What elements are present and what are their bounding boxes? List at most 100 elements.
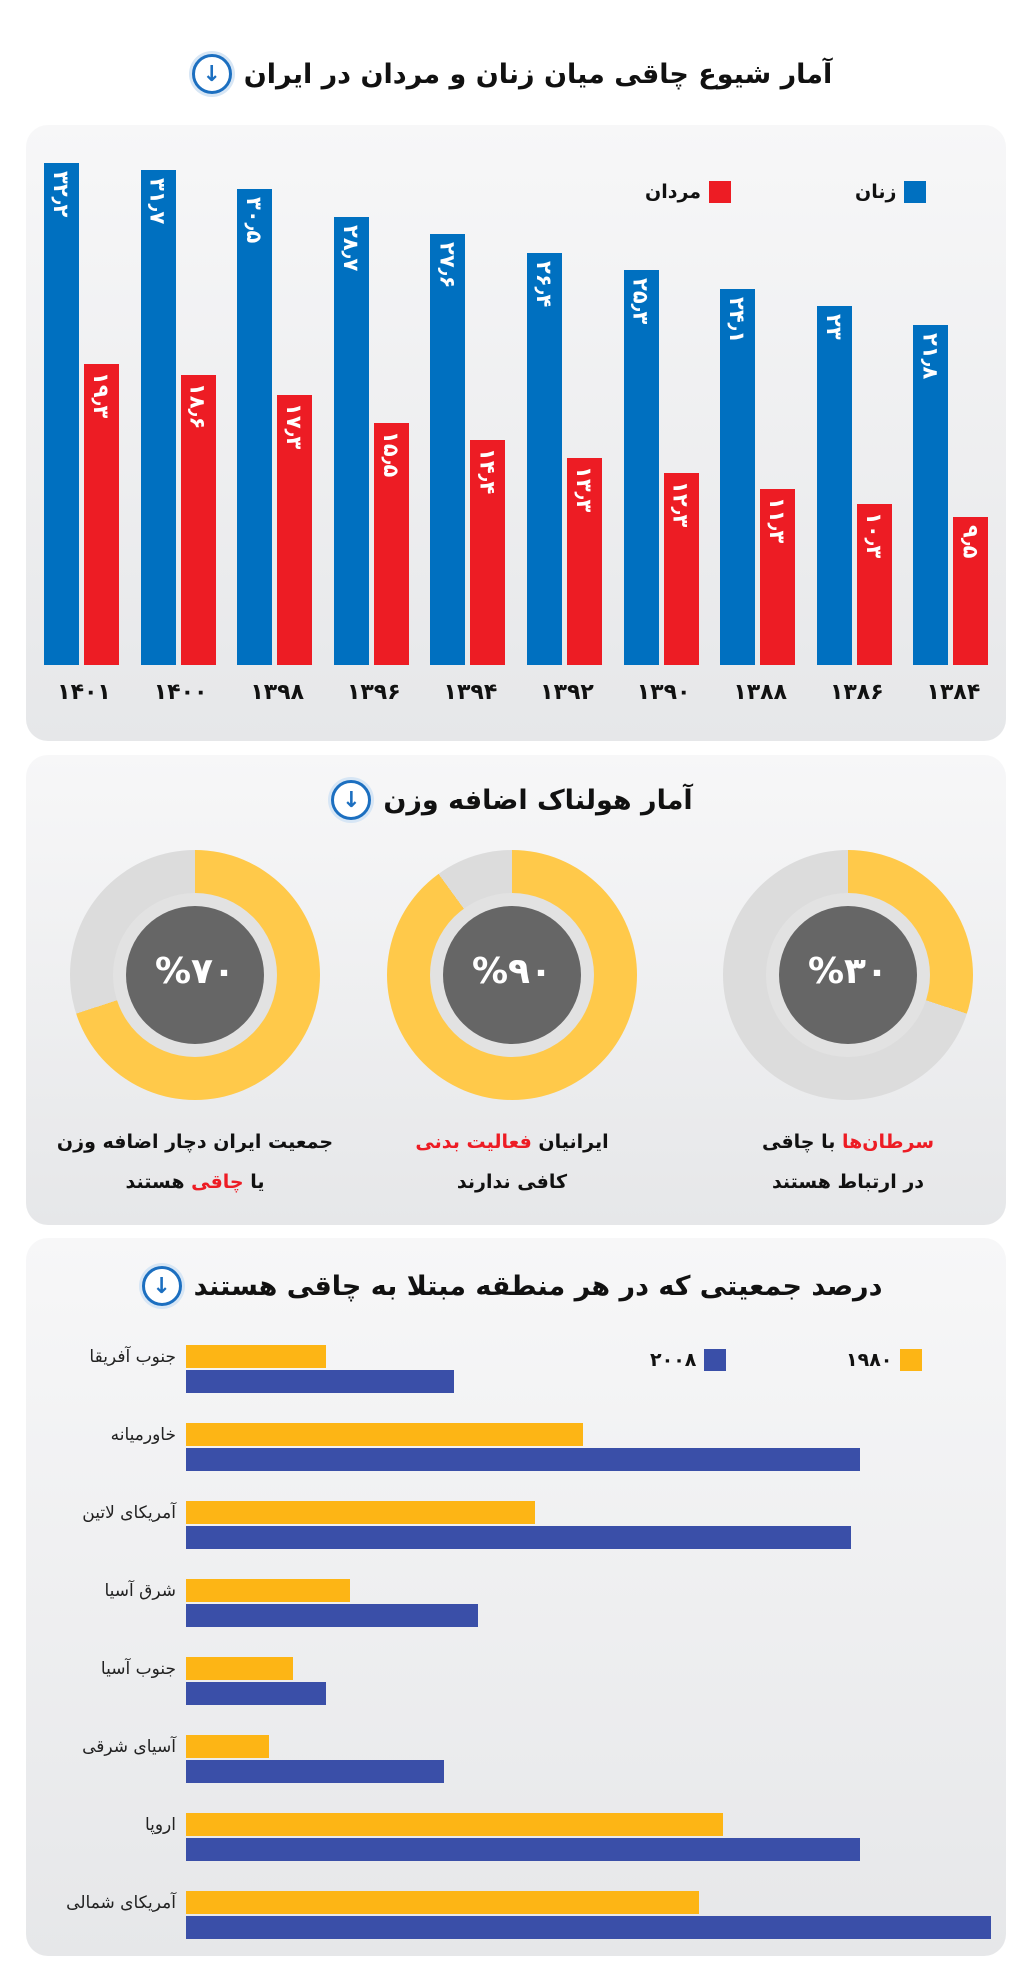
donut-value: %۳۰ bbox=[807, 951, 888, 992]
region-label: آمریکای شمالی bbox=[66, 1893, 176, 1913]
caption-line: ایرانیان فعالیت بدنی bbox=[362, 1122, 662, 1162]
region-label: جنوب آسیا bbox=[100, 1659, 176, 1679]
bar-men bbox=[180, 374, 216, 665]
donut-center bbox=[779, 906, 917, 1044]
bar-value-label: ۱۴٫۴ bbox=[475, 448, 500, 495]
bar-value-label: ۱۱٫۳ bbox=[765, 496, 790, 544]
legend-2008: ۲۰۰۸ bbox=[650, 1349, 727, 1371]
year-tick-label: ۱۳۸۸ bbox=[733, 680, 788, 705]
bar-men bbox=[663, 473, 699, 665]
bar-2008 bbox=[186, 1916, 991, 1939]
caption-line: جمعیت ایران دچار اضافه وزن bbox=[56, 1131, 334, 1153]
section-title-prevalence: آمار شیوع چاقی میان زنان و مردان در ایرا… bbox=[0, 54, 1024, 94]
bar-men bbox=[277, 395, 313, 665]
bar-1980 bbox=[186, 1891, 699, 1914]
arrow-down-circle-icon: ↓ bbox=[191, 54, 232, 94]
donut-center bbox=[126, 906, 264, 1044]
bar-2008 bbox=[186, 1838, 860, 1861]
bar-men bbox=[567, 457, 602, 665]
section-title-regions: درصد جمعیتی که در هر منطقه مبتلا به چاقی… bbox=[0, 1266, 1024, 1306]
bar-value-label: ۲۴٫۱ bbox=[725, 297, 750, 344]
bar-value-label: ۲۵٫۳ bbox=[628, 278, 653, 325]
donut-center bbox=[443, 906, 581, 1044]
arrow-down-circle-icon: ↓ bbox=[331, 780, 372, 820]
region-label: آمریکای لاتین bbox=[82, 1503, 176, 1523]
bar-men bbox=[760, 488, 796, 665]
legend-label: مردان bbox=[645, 181, 702, 203]
year-tick-label: ۱۴۰۰ bbox=[153, 680, 208, 705]
bar-value-label: ۳۲٫۲ bbox=[49, 170, 73, 217]
year-tick-label: ۱۴۰۱ bbox=[57, 680, 111, 705]
bar-2008 bbox=[186, 1526, 852, 1549]
bar-2008 bbox=[186, 1682, 326, 1705]
donut-value: %۹۰ bbox=[471, 951, 552, 992]
bar-2008 bbox=[186, 1370, 455, 1393]
legend-swatch bbox=[904, 181, 927, 203]
region-label: جنوب آفریقا bbox=[89, 1347, 176, 1367]
bar-women bbox=[44, 162, 79, 665]
bar-value-label: ۱۵٫۵ bbox=[378, 431, 403, 478]
bar-men bbox=[856, 504, 892, 665]
bar-women bbox=[333, 217, 369, 665]
caption-highlight: فعالیت بدنی bbox=[415, 1131, 532, 1153]
year-tick-label: ۱۳۹۸ bbox=[250, 680, 305, 705]
bar-1980 bbox=[186, 1813, 723, 1836]
year-tick-label: ۱۳۹۲ bbox=[540, 680, 594, 705]
region-label: اروپا bbox=[144, 1815, 176, 1835]
caption-line: کافی ندارند bbox=[456, 1171, 568, 1193]
bar-value-label: ۱۹٫۳ bbox=[89, 371, 113, 419]
bar-1980 bbox=[186, 1735, 270, 1758]
caption-part: ایرانیان bbox=[531, 1131, 609, 1153]
bar-2008 bbox=[186, 1448, 860, 1471]
caption-highlight: چاقی bbox=[191, 1171, 244, 1193]
bar-2008 bbox=[186, 1760, 444, 1783]
legend-swatch bbox=[709, 181, 732, 203]
bar-value-label: ۱۷٫۳ bbox=[282, 403, 307, 450]
bar-1980 bbox=[186, 1501, 535, 1524]
bar-women bbox=[720, 289, 756, 665]
caption-part: با چاقی bbox=[761, 1131, 842, 1153]
arrow-down-circle-icon: ↓ bbox=[141, 1266, 182, 1306]
caption-highlight: سرطان‌ها bbox=[841, 1131, 935, 1153]
bar-women bbox=[430, 234, 466, 665]
bar-value-label: ۲۸٫۷ bbox=[338, 225, 363, 272]
bar-women bbox=[816, 306, 852, 665]
bar-women bbox=[623, 270, 659, 665]
bar-value-label: ۹٫۵ bbox=[958, 524, 983, 559]
donut-value: %۷۰ bbox=[154, 951, 235, 992]
legend-label: ۱۹۸۰ bbox=[846, 1349, 893, 1371]
legend-swatch bbox=[704, 1349, 727, 1371]
title-text: آمار شیوع چاقی میان زنان و مردان در ایرا… bbox=[243, 58, 833, 90]
caption-part: یا bbox=[243, 1171, 265, 1193]
bar-value-label: ۳۰٫۵ bbox=[242, 197, 267, 244]
donut-caption-90: ایرانیان فعالیت بدنی کافی ندارند bbox=[362, 1122, 662, 1202]
region-label: شرق آسیا bbox=[104, 1581, 177, 1601]
bar-value-label: ۱۲٫۳ bbox=[668, 481, 693, 528]
legend-men: مردان bbox=[645, 181, 732, 203]
bar-women bbox=[913, 324, 949, 665]
region-label: خاورمیانه bbox=[110, 1425, 176, 1445]
region-label: آسیای شرقی bbox=[82, 1737, 176, 1757]
legend-label: ۲۰۰۸ bbox=[650, 1349, 697, 1371]
bar-women bbox=[237, 189, 273, 665]
legend-1980: ۱۹۸۰ bbox=[846, 1349, 923, 1371]
bar-1980 bbox=[186, 1657, 294, 1680]
bar-women bbox=[527, 253, 562, 665]
bar-women bbox=[140, 170, 176, 665]
section-title-overweight: آمار هولناک اضافه وزن ↓ bbox=[0, 780, 1024, 820]
bar-value-label: ۲۷٫۶ bbox=[435, 242, 460, 289]
bar-men bbox=[84, 363, 119, 665]
year-tick-label: ۱۳۹۰ bbox=[636, 680, 691, 705]
title-text: درصد جمعیتی که در هر منطقه مبتلا به چاقی… bbox=[193, 1270, 883, 1302]
year-tick-label: ۱۳۹۴ bbox=[443, 680, 498, 705]
bar-value-label: ۱۸٫۶ bbox=[185, 382, 210, 430]
donut-caption-70: جمعیت ایران دچار اضافه وزن یا چاقی هستند bbox=[45, 1122, 345, 1202]
bar-value-label: ۱۳٫۳ bbox=[572, 465, 596, 512]
bar-value-label: ۲۱٫۸ bbox=[918, 332, 943, 380]
bar-men bbox=[470, 440, 506, 665]
bar-value-label: ۱۰٫۳ bbox=[861, 512, 886, 559]
caption-part: هستند bbox=[125, 1171, 192, 1193]
bar-men bbox=[373, 423, 409, 665]
donut-caption-30: سرطان‌ها با چاقی در ارتباط هستند bbox=[698, 1122, 998, 1202]
bar-value-label: ۳۱٫۷ bbox=[145, 178, 170, 225]
